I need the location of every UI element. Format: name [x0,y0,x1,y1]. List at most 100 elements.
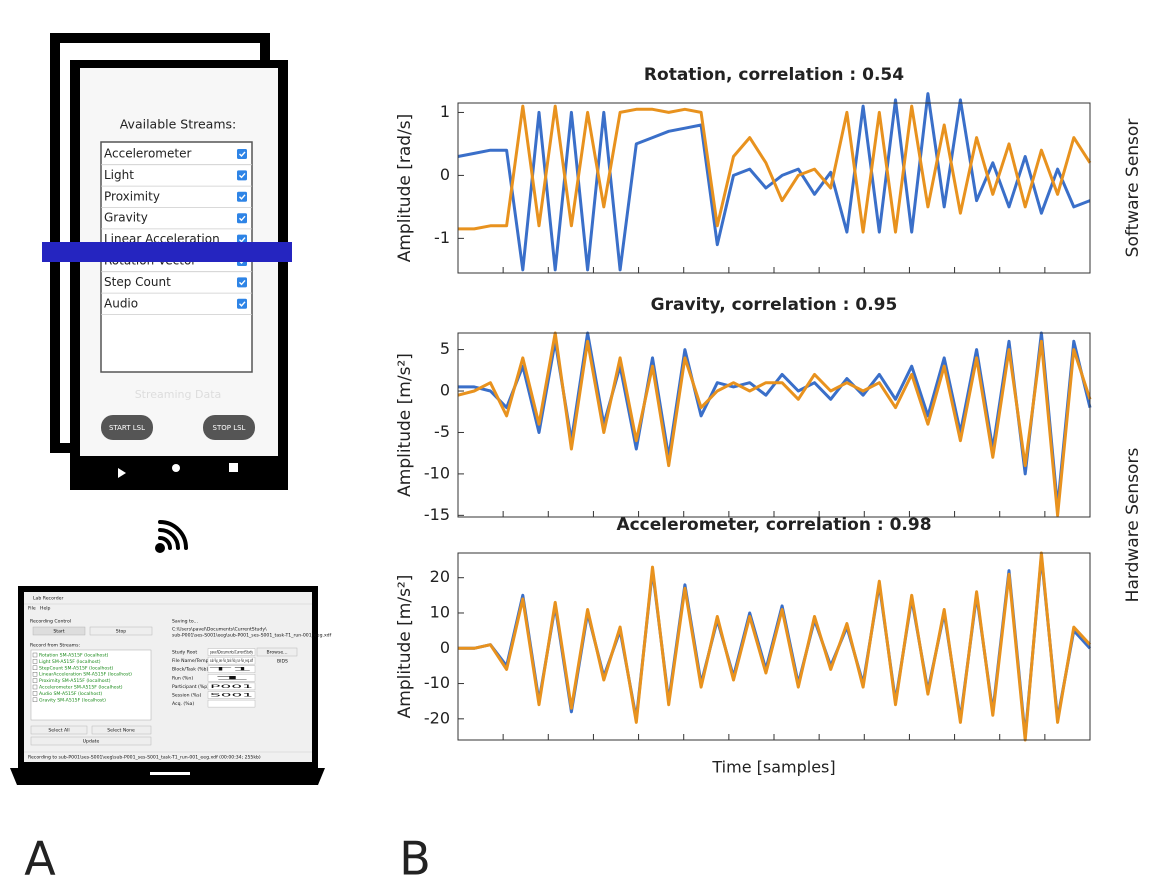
stream-name: Gravity SM-A515F (localhost) [39,697,106,703]
field-label: Study Root [172,650,197,656]
recorder-stream-list: Rotation SM-A515F (localhost)Light SM-A5… [32,652,132,703]
saving-label: Saving to... [172,619,198,625]
field-box[interactable] [207,656,256,665]
checkmark [239,151,246,158]
field-value: T1 [203,667,254,673]
start-button[interactable]: START LSL [109,424,145,432]
bids-checkbox[interactable]: BIDS [277,659,288,665]
field-value: 1 [210,675,254,681]
field-value: P001 [210,684,253,690]
phone-heading: Available Streams: [120,117,237,132]
stop-button[interactable]: STOP LSL [213,424,246,432]
checkbox[interactable] [32,672,38,677]
stream-name: Gravity [104,211,148,225]
y-tick-label: 5 [440,339,450,358]
panel-label: B [399,832,431,886]
signal-line [458,331,1092,509]
select-all-button[interactable]: Select All [48,728,69,734]
stream-name: Accelerometer [104,147,191,161]
stream-name: LinearAcceleration SM-A515F (localhost) [39,672,132,678]
start-button[interactable]: Start [53,629,64,635]
stream-name: Audio [104,296,138,310]
y-tick-label: -10 [424,673,450,692]
field-value: sub-%p_ses-%s_task-%b_run-%n_eeg.xdf [210,658,253,664]
stop-button[interactable]: Stop [116,629,127,635]
update-button[interactable]: Update [83,739,100,745]
checkmark [239,279,246,286]
checkbox[interactable] [32,652,38,658]
checkmark [239,172,246,179]
checkbox[interactable] [32,678,38,683]
x-axis-label: Time [samples] [711,758,835,777]
checkbox[interactable] [32,691,38,696]
recorder-fields: Study Root pavel\Documents\CurrentStudy Fi… [172,648,256,708]
chart-title: Gravity, correlation : 0.95 [651,295,898,315]
path: C:\Users\pavel\Documents\CurrentStudy\ [172,627,267,633]
y-tick-label: 1 [440,102,450,121]
checkbox[interactable] [32,665,38,670]
stream-name: Step Count [104,275,171,289]
select-none-button[interactable]: Select None [107,728,135,734]
checkbox[interactable] [237,149,247,159]
menu-item[interactable]: Help [40,606,51,612]
browse-button[interactable]: Browse... [266,650,287,656]
checkbox[interactable] [237,277,247,288]
y-tick-label: -20 [424,708,450,727]
field-box[interactable] [207,682,256,691]
field-label: File Name/Template [172,658,217,664]
field-box[interactable] [207,699,256,708]
y-tick-label: 0 [440,638,450,657]
checkmark [239,301,246,307]
checkbox[interactable] [237,170,247,181]
signal-line [458,104,1092,234]
stream-name: Audio SM-A515F (localhost) [39,691,102,697]
y-tick-label: 10 [430,602,450,621]
chart-title: Rotation, correlation : 0.54 [644,65,904,85]
stream-name: Light SM-A515F (localhost) [39,659,101,665]
side-label: Hardware Sensors [1123,448,1143,603]
checkbox[interactable] [237,213,247,224]
stream-name: Proximity [104,189,160,203]
status-bar: Recording to sub-P001\ses-S001\eeg\sub-P… [28,755,261,761]
field-value: pavel\Documents\CurrentStudy [210,650,253,656]
section-label: Recording Control [30,619,71,625]
y-tick-label: -15 [424,505,450,524]
laptop [10,586,325,785]
field-label: Acq. (%a) [172,701,194,707]
y-tick-label: 20 [430,567,450,586]
stream-name: Light [104,168,134,182]
y-tick-label: -5 [434,422,450,441]
y-axis-label: Amplitude [m/s²] [395,353,415,497]
y-axis-label: Amplitude [m/s²] [395,575,415,719]
panel-label: A [24,832,56,886]
checkbox[interactable] [237,191,247,202]
field-label: Block/Task (%b): [172,667,210,673]
y-axis-label: Amplitude [rad/s] [395,114,415,263]
stream-name: Rotation SM-A515F (localhost) [39,653,109,659]
charts: Rotation, correlation : 0.54 Amplitude [r… [395,65,1092,777]
menu-item[interactable]: File [28,606,36,612]
field-box[interactable] [207,648,256,656]
field-label: Session (%s) [172,693,202,699]
field-label: Participant (%p) [172,684,209,690]
signal-line [457,331,1092,517]
field-box[interactable] [207,674,256,682]
field-box[interactable] [207,665,256,673]
field-value: S001 [210,693,253,699]
wireless-icon [155,520,188,553]
signal-line [458,551,1092,742]
path: sub-P001\ses-S001\eeg\sub-P001_ses-S001_… [172,633,332,639]
checkbox[interactable] [32,697,38,702]
checkbox[interactable] [237,298,247,309]
checkmark [239,237,246,243]
plot-frame [457,102,1091,274]
plot-frame [457,552,1091,741]
highlight-bar [42,242,292,262]
field-label: Run (%n) [172,675,193,681]
chart-title: Accelerometer, correlation : 0.98 [616,515,931,535]
checkbox[interactable] [32,684,38,690]
checkbox[interactable] [32,659,38,664]
field-box[interactable] [207,691,256,699]
y-tick-label: 0 [440,165,450,184]
